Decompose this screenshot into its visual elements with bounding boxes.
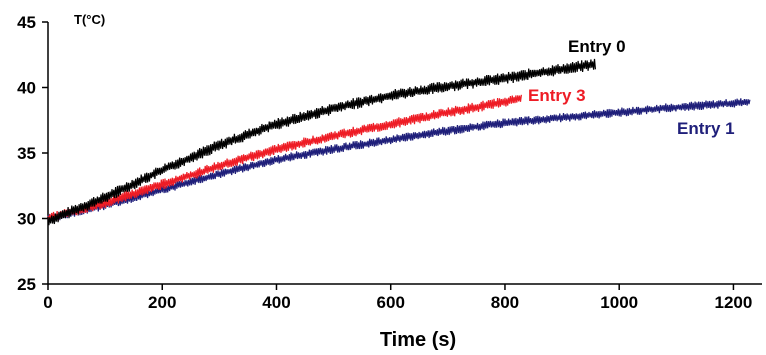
x-ticks: 0 200 400 600 800 1000 1200 (43, 284, 752, 312)
series-layer (47, 58, 751, 226)
y-tick-label: 30 (17, 210, 36, 229)
x-tick-label: 600 (377, 293, 405, 312)
x-tick-label: 1200 (715, 293, 753, 312)
y-ticks: 25 30 35 40 45 (17, 13, 48, 294)
y-axis-label: T(°C) (74, 12, 105, 27)
x-tick-label: 800 (491, 293, 519, 312)
x-tick-label: 400 (262, 293, 290, 312)
series-label-entry-1: Entry 1 (677, 119, 735, 138)
series-label-entry-3: Entry 3 (528, 86, 586, 105)
y-tick-label: 35 (17, 144, 36, 163)
x-tick-label: 0 (43, 293, 52, 312)
x-tick-label: 200 (148, 293, 176, 312)
series-line-entry-0 (47, 58, 596, 226)
series-labels: Entry 0 Entry 3 Entry 1 (528, 37, 735, 138)
y-tick-label: 25 (17, 275, 36, 294)
x-tick-label: 1000 (600, 293, 638, 312)
series-line-entry-1 (47, 98, 751, 223)
y-tick-label: 40 (17, 79, 36, 98)
x-axis-label: Time (s) (380, 329, 456, 351)
series-label-entry-0: Entry 0 (568, 37, 626, 56)
y-tick-label: 45 (17, 13, 36, 32)
series-line-entry-3 (47, 94, 522, 222)
